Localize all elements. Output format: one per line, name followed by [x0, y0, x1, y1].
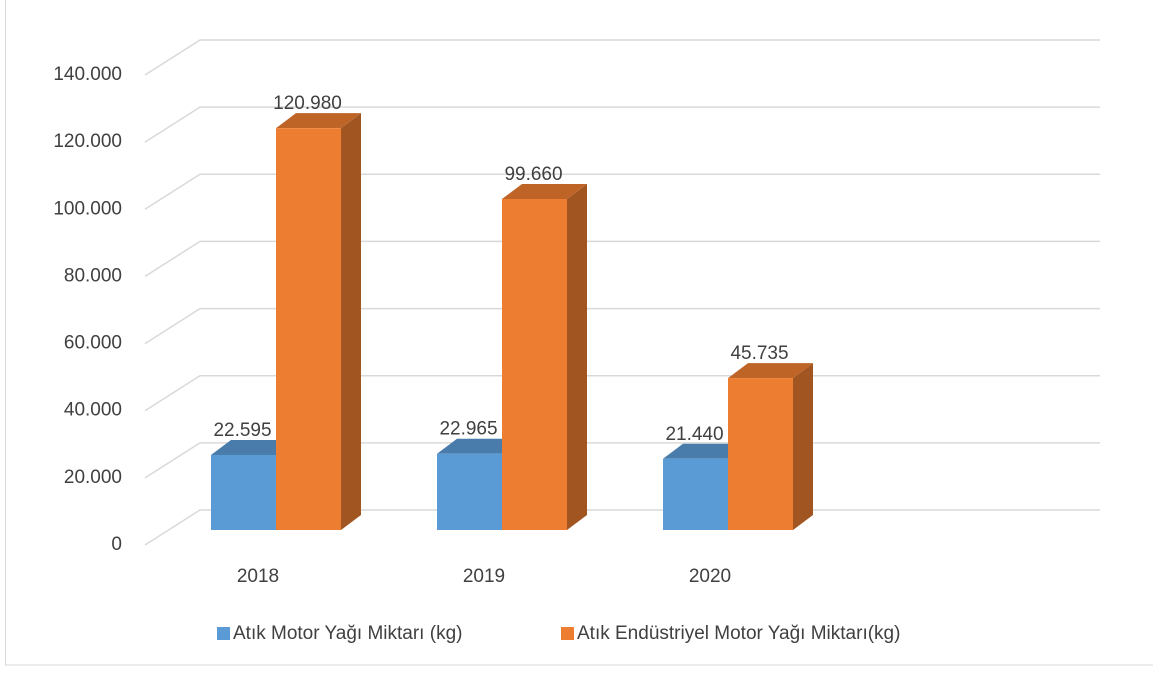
data-label: 21.440	[665, 424, 723, 445]
bar-top	[663, 443, 748, 459]
data-label: 99.660	[504, 164, 562, 185]
bar	[276, 128, 341, 530]
x-tick-label: 2018	[237, 566, 279, 587]
legend-swatch	[217, 627, 230, 640]
grid-line	[144, 307, 1100, 345]
y-tick-label: 140.000	[53, 64, 122, 85]
bar	[502, 198, 567, 530]
x-tick-label: 2020	[689, 566, 731, 587]
data-label: 22.595	[213, 420, 271, 441]
legend-label: Atık Endüstriyel Motor Yağı Miktarı(kg)	[577, 623, 900, 644]
bar-top	[728, 363, 813, 379]
data-label: 45.735	[730, 343, 788, 364]
bar-top	[502, 183, 587, 199]
grid-line	[144, 173, 1100, 210]
y-tick-label: 80.000	[64, 265, 122, 286]
bar-top	[211, 439, 296, 455]
grid-line	[144, 106, 1100, 143]
y-tick-label: 100.000	[53, 198, 122, 219]
x-tick-label: 2019	[463, 566, 505, 587]
legend-label: Atık Motor Yağı Miktarı (kg)	[233, 623, 462, 644]
y-tick-label: 20.000	[64, 467, 122, 488]
grid-line	[144, 240, 1100, 278]
bar	[211, 454, 276, 530]
y-tick-label: 0	[111, 534, 122, 555]
bar-side	[567, 183, 587, 530]
y-tick-label: 120.000	[53, 131, 122, 152]
y-tick-label: 60.000	[64, 333, 122, 354]
bar	[663, 458, 728, 530]
bar-top	[276, 113, 361, 129]
bar-side	[793, 363, 813, 530]
legend-swatch	[561, 627, 574, 640]
grid-line	[144, 39, 1100, 76]
bar-side	[341, 113, 361, 530]
data-label: 22.965	[439, 419, 497, 440]
y-tick-label: 40.000	[64, 400, 122, 421]
bar	[437, 453, 502, 530]
bar	[728, 378, 793, 530]
bar-top	[437, 438, 522, 454]
data-label: 120.980	[273, 93, 342, 114]
